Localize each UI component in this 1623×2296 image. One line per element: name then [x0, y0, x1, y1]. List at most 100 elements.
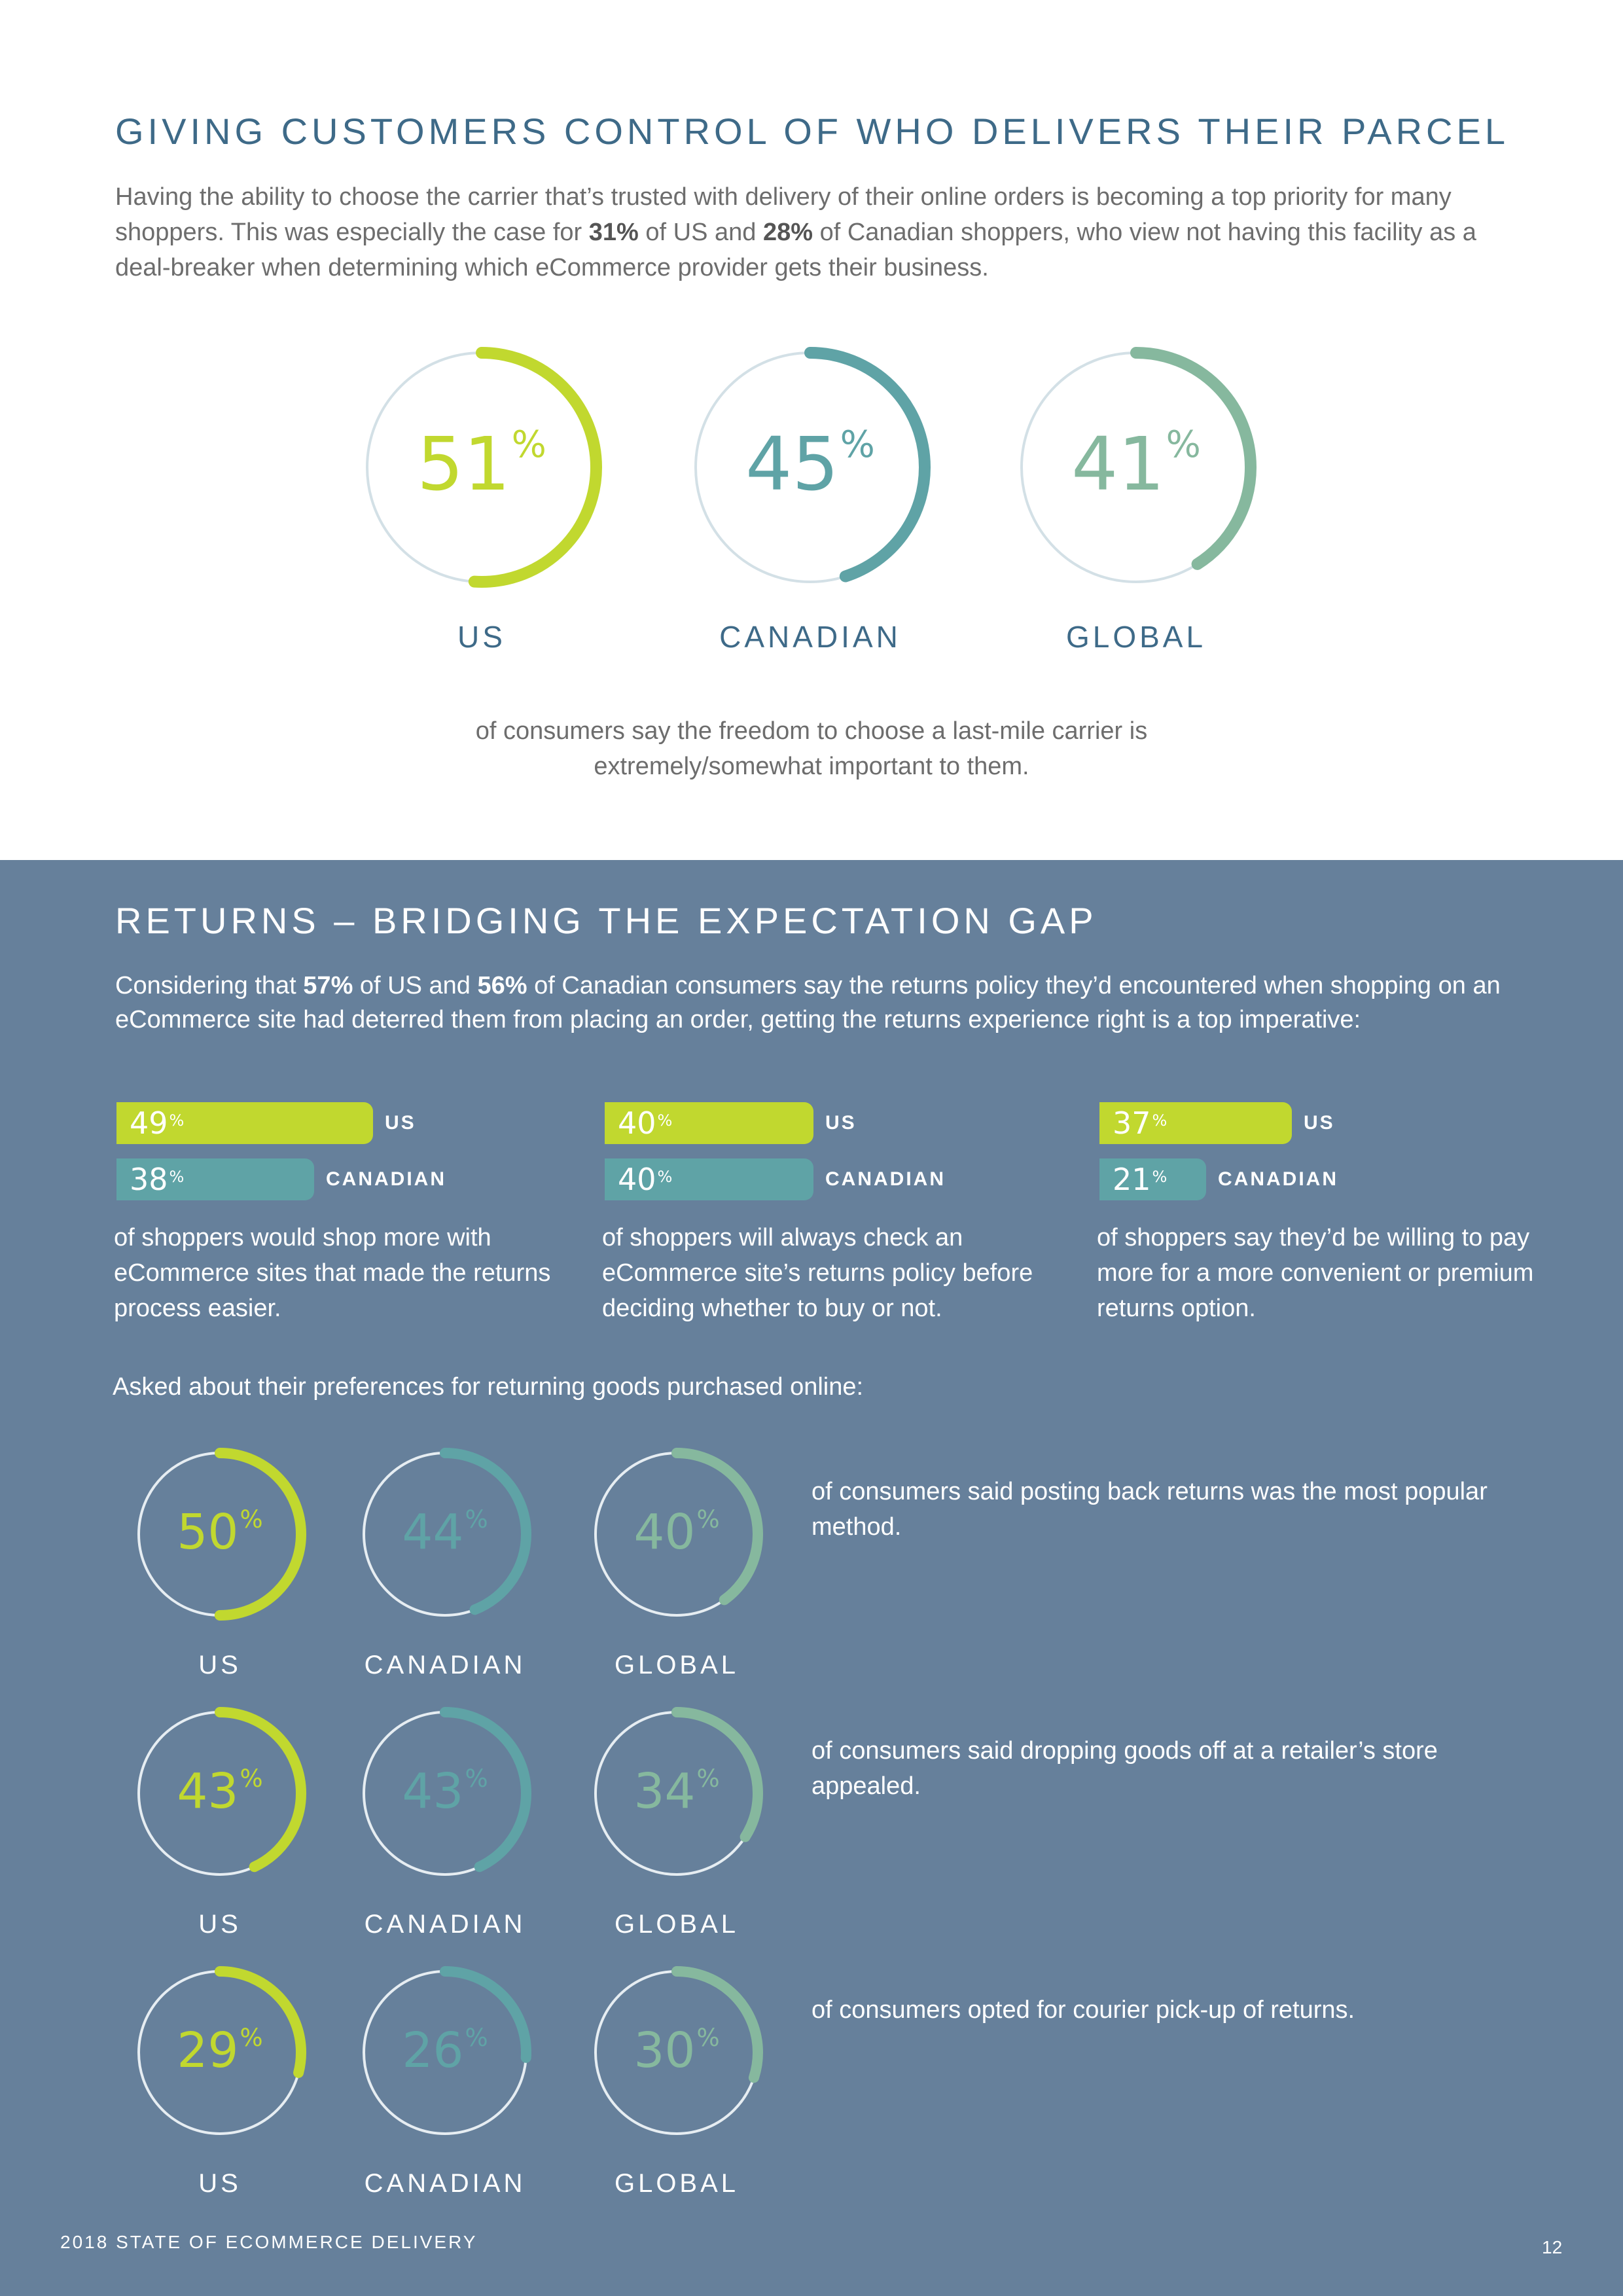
donut-value: 34%: [585, 1763, 768, 1820]
donut-number: 50: [177, 1504, 239, 1561]
stat-bar: 38%: [116, 1158, 314, 1200]
ring-label: GLOBAL: [614, 1910, 740, 1939]
percent-sign: %: [1166, 423, 1201, 467]
ring-row-description: of consumers said posting back returns w…: [812, 1478, 1488, 1541]
donut-value: 45%: [684, 422, 936, 507]
donut-arc: [134, 1448, 306, 1621]
bar-value: 49: [130, 1105, 168, 1141]
donut-arc: [1016, 347, 1257, 588]
bar-value: 37: [1113, 1105, 1151, 1141]
donut-svg: [361, 347, 602, 588]
ring-label: GLOBAL: [614, 2169, 740, 2198]
donut-number: 41: [1071, 422, 1165, 507]
percent-sign: %: [657, 1168, 673, 1186]
bar-description: of shoppers say they’d be willing to pay…: [1097, 1224, 1534, 1322]
bar-description: of shoppers will always check an eCommer…: [602, 1224, 1033, 1322]
percent-sign: %: [511, 423, 546, 467]
donut-number: 51: [417, 422, 510, 507]
donut-ring: 45%: [684, 341, 936, 594]
bottom-section: RETURNS – BRIDGING THE EXPECTATION GAP C…: [0, 860, 1623, 2296]
bar-description: of shoppers would shop more with eCommer…: [114, 1224, 551, 1322]
donut-value: 44%: [353, 1504, 537, 1560]
donut-arc: [590, 1448, 763, 1621]
donut-arc: [361, 347, 602, 588]
donut-number: 40: [633, 1504, 696, 1561]
donut-svg: [134, 1448, 306, 1621]
bar-label: CANADIAN: [326, 1168, 446, 1190]
donut-arc: [359, 1707, 531, 1880]
percent-sign: %: [1152, 1168, 1168, 1186]
percent-sign: %: [840, 423, 875, 467]
ring-row-description: of consumers opted for courier pick-up o…: [812, 1996, 1355, 2024]
donut-value: 43%: [128, 1763, 312, 1820]
donut-svg: [690, 347, 931, 588]
donut-number: 43: [402, 1763, 464, 1820]
intro-text: of US and: [353, 972, 478, 999]
intro-highlight: 56%: [477, 972, 527, 999]
donut-ring: 41%: [1010, 341, 1262, 594]
ring-label: US: [198, 2169, 241, 2198]
ring-label: US: [457, 620, 506, 654]
ring-label: CANADIAN: [364, 2169, 526, 2198]
ring-caption: of consumers say the freedom to choose a…: [475, 717, 1148, 780]
bar-value: 40: [618, 1105, 656, 1141]
percent-sign: %: [696, 2023, 720, 2052]
stat-bar: 40%: [605, 1102, 813, 1144]
footer-title: 2018 STATE OF ECOMMERCE DELIVERY: [60, 2232, 478, 2252]
stat-bar: 40%: [605, 1158, 813, 1200]
donut-svg: [359, 1966, 531, 2139]
donut-svg: [590, 1448, 763, 1621]
intro-text: Having the ability to choose the carrier…: [115, 183, 1452, 246]
bar-value: 38: [130, 1162, 168, 1197]
donut-value: 43%: [353, 1763, 537, 1820]
donut-arc: [134, 1707, 306, 1880]
donut-svg: [590, 1707, 763, 1880]
donut-ring: 43%: [353, 1702, 537, 1885]
stat-bar: 49%: [116, 1102, 373, 1144]
donut-arc: [590, 1707, 763, 1880]
bar-value: 40: [618, 1162, 656, 1197]
intro-text: of Canadian shoppers, who view not havin…: [115, 219, 1476, 281]
section-title: RETURNS – BRIDGING THE EXPECTATION GAP: [115, 900, 1097, 941]
donut-svg: [359, 1448, 531, 1621]
percent-sign: %: [657, 1111, 673, 1130]
donut-value: 30%: [585, 2022, 768, 2079]
intro-highlight: 31%: [588, 219, 639, 246]
ring-rows-intro: Asked about their preferences for return…: [113, 1373, 864, 1401]
donut-value: 51%: [355, 422, 608, 507]
donut-ring: 50%: [128, 1443, 312, 1626]
intro-text: Considering that: [115, 972, 304, 999]
ring-label: US: [198, 1910, 241, 1939]
bar-label: CANADIAN: [825, 1168, 946, 1190]
ring-label: GLOBAL: [1065, 620, 1207, 654]
donut-svg: [1016, 347, 1257, 588]
stat-bar: 37%: [1099, 1102, 1292, 1144]
percent-sign: %: [465, 2023, 488, 2052]
donut-arc: [590, 1966, 763, 2139]
percent-sign: %: [1152, 1111, 1168, 1130]
ring-row-description: of consumers said dropping goods off at …: [812, 1737, 1438, 1800]
percent-sign: %: [696, 1505, 720, 1534]
donut-ring: 44%: [353, 1443, 537, 1626]
percent-sign: %: [696, 1764, 720, 1793]
percent-sign: %: [169, 1111, 185, 1130]
percent-sign: %: [465, 1764, 488, 1793]
percent-sign: %: [465, 1505, 488, 1534]
percent-sign: %: [240, 1505, 263, 1534]
intro-highlight: 28%: [762, 219, 813, 246]
stat-bar: 21%: [1099, 1158, 1206, 1200]
donut-number: 44: [402, 1504, 464, 1561]
donut-value: 29%: [128, 2022, 312, 2079]
bar-label: US: [825, 1112, 857, 1134]
top-section: GIVING CUSTOMERS CONTROL OF WHO DELIVERS…: [0, 0, 1623, 860]
bar-value: 21: [1113, 1162, 1151, 1197]
percent-sign: %: [240, 1764, 263, 1793]
donut-svg: [590, 1966, 763, 2139]
donut-arc: [359, 1448, 531, 1621]
donut-value: 40%: [585, 1504, 768, 1560]
section-intro: Considering that 57% of US and 56% of Ca…: [115, 969, 1516, 1037]
ring-label: GLOBAL: [614, 1651, 740, 1679]
donut-number: 30: [633, 2022, 696, 2079]
bar-label: US: [385, 1112, 416, 1134]
ring-label: CANADIAN: [364, 1651, 526, 1679]
